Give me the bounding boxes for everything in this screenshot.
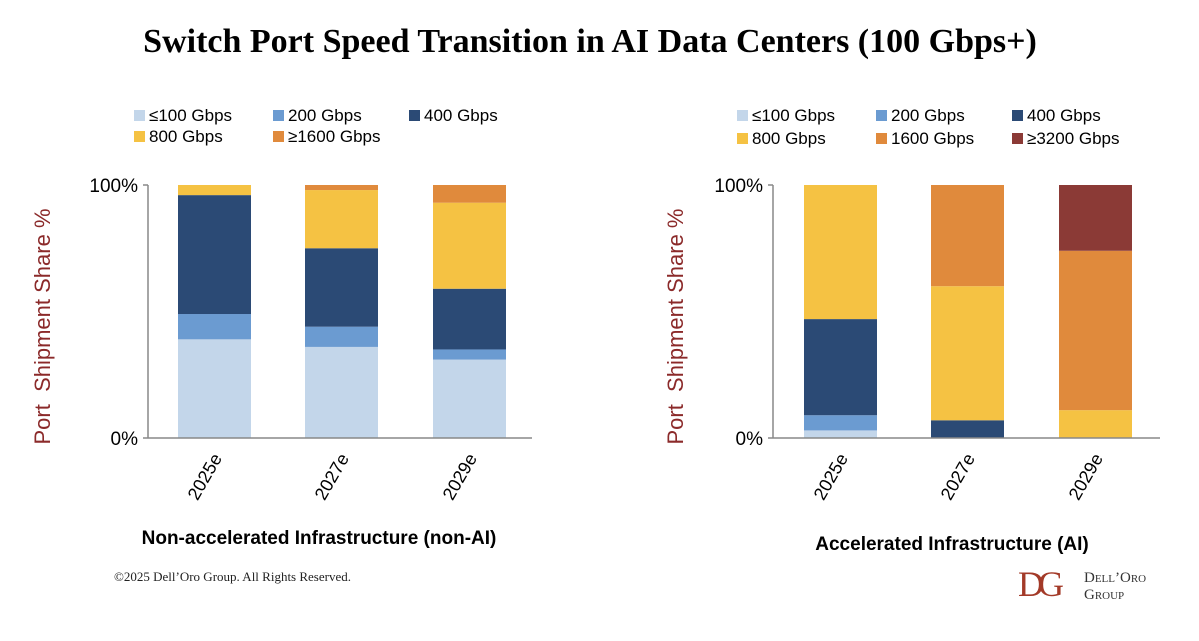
bar-segment: [433, 202, 506, 289]
legend-label: ≥1600 Gbps: [288, 127, 381, 146]
legend-swatch: [737, 133, 748, 144]
y-tick-label: 0%: [736, 429, 764, 450]
legend-label: 200 Gbps: [288, 106, 362, 125]
bar-segment: [433, 359, 506, 438]
y-tick-label: 100%: [714, 176, 763, 197]
legend-label: ≥3200 Gbps: [1027, 129, 1120, 148]
legend-label: 400 Gbps: [424, 106, 498, 125]
x-tick-label: 2025e: [184, 450, 226, 503]
y-tick-label: 100%: [89, 176, 138, 197]
legend-label: 200 Gbps: [891, 106, 965, 125]
bar-segment: [1059, 250, 1132, 411]
x-tick-label: 2025e: [810, 450, 852, 503]
y-tick-label: 0%: [111, 429, 139, 450]
legend-label: 800 Gbps: [752, 129, 826, 148]
bar-segment: [305, 326, 378, 347]
legend-swatch: [409, 110, 420, 121]
legend-swatch: [876, 133, 887, 144]
legend-label: ≤100 Gbps: [752, 106, 835, 125]
bar-segment: [931, 185, 1004, 287]
legend-label: 1600 Gbps: [891, 129, 974, 148]
logo-line2: Group: [1084, 587, 1124, 603]
bar-segment: [178, 185, 251, 196]
legend-label: 800 Gbps: [149, 127, 223, 146]
legend-swatch: [273, 131, 284, 142]
x-axis-label: Non-accelerated Infrastructure (non-AI): [142, 528, 497, 549]
bar-segment: [433, 185, 506, 203]
x-tick-label: 2029e: [439, 450, 481, 503]
legend-swatch: [876, 110, 887, 121]
bar-segment: [804, 185, 877, 320]
logo-mark: DG: [1018, 564, 1063, 604]
bar-segment: [178, 339, 251, 438]
bar-segment: [178, 195, 251, 315]
copyright-text: ©2025 Dell’Oro Group. All Rights Reserve…: [114, 569, 351, 584]
bar-segment: [178, 314, 251, 340]
legend-swatch: [1012, 133, 1023, 144]
logo-line1: Dell’Oro: [1084, 570, 1146, 586]
bar-segment: [1059, 410, 1132, 438]
dell-oro-logo: DG Dell’Oro Group: [1018, 564, 1146, 604]
bar-segment: [931, 286, 1004, 421]
bar-segment: [804, 319, 877, 416]
chart-title: Switch Port Speed Transition in AI Data …: [143, 23, 1037, 60]
bar-segment: [931, 420, 1004, 438]
legend-swatch: [273, 110, 284, 121]
bar-segment: [804, 415, 877, 431]
bar-segment: [804, 430, 877, 438]
legend-label: ≤100 Gbps: [149, 106, 232, 125]
chart-ai: ≤100 Gbps 200 Gbps 400 Gbps 800 Gbps 1600 Gb…: [663, 106, 1160, 555]
y-axis-label: Port Shipment Share %: [663, 208, 688, 444]
bar-segment: [305, 346, 378, 438]
bar-segment: [433, 349, 506, 360]
legend-swatch: [1012, 110, 1023, 121]
x-axis-label: Accelerated Infrastructure (AI): [815, 534, 1088, 555]
legend-swatch: [737, 110, 748, 121]
bar-segment: [1059, 185, 1132, 251]
chart-non-ai: ≤100 Gbps 200 Gbps 400 Gbps 800 Gbps ≥1600 G…: [30, 106, 532, 549]
bar-segment: [305, 190, 378, 249]
legend-swatch: [134, 131, 145, 142]
x-tick-label: 2027e: [311, 450, 353, 503]
y-axis-label: Port Shipment Share %: [30, 208, 55, 444]
legend-label: 400 Gbps: [1027, 106, 1101, 125]
bar-segment: [305, 248, 378, 327]
bar-segment: [305, 185, 378, 191]
bar-segment: [433, 288, 506, 350]
legend-swatch: [134, 110, 145, 121]
x-tick-label: 2029e: [1065, 450, 1107, 503]
x-tick-label: 2027e: [937, 450, 979, 503]
